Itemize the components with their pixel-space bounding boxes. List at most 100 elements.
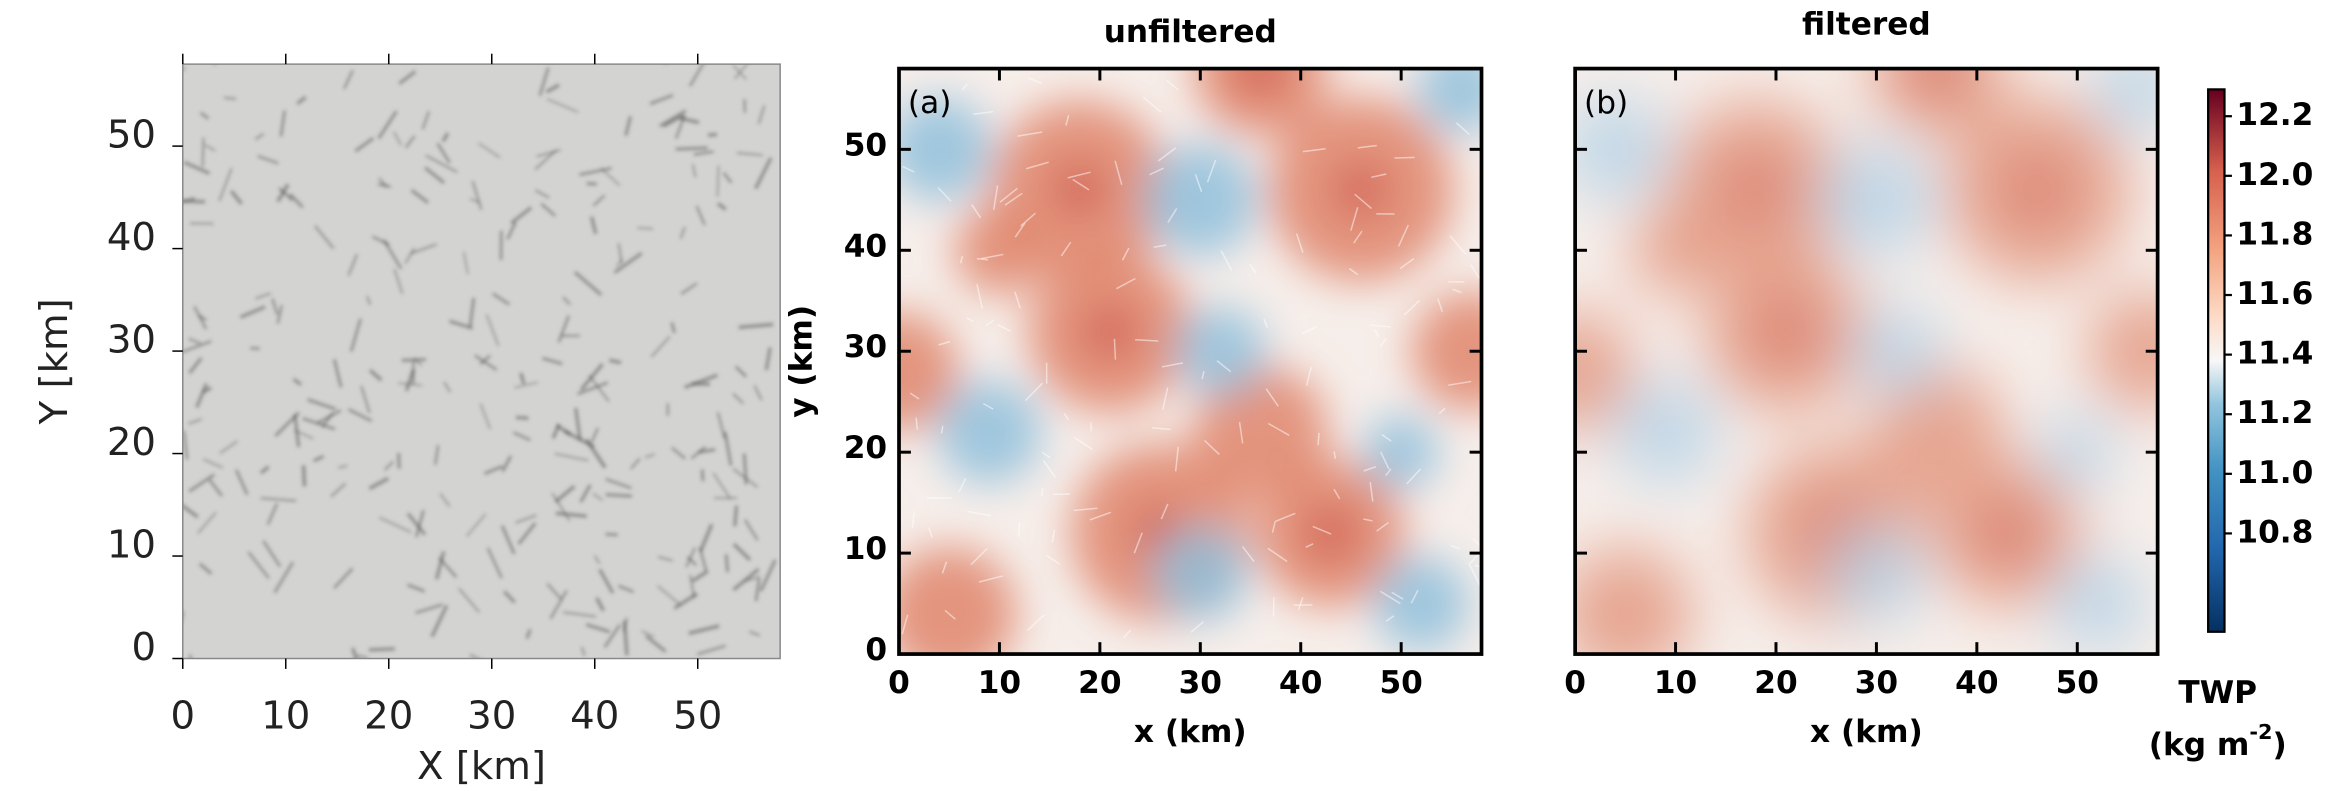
texture-line <box>554 452 589 462</box>
texture-line <box>584 438 607 469</box>
texture-line <box>1004 192 1023 206</box>
texture-line <box>512 431 531 442</box>
texture-line <box>443 381 452 393</box>
colorbar-tick-label: 12.0 <box>2236 157 2313 193</box>
texture-line <box>580 646 586 657</box>
texture-line <box>223 96 237 100</box>
texture-line <box>356 654 368 659</box>
texture-line <box>909 392 920 400</box>
texture-line <box>967 510 992 517</box>
texture-line <box>188 356 203 375</box>
texture-line <box>577 381 609 396</box>
x-tick-label: 50 <box>673 693 722 738</box>
cool-region <box>899 97 992 202</box>
texture-line <box>944 609 956 620</box>
warm-region <box>1869 365 2004 499</box>
warm-core <box>1233 68 1288 96</box>
texture-line <box>413 357 423 367</box>
texture-line <box>1302 148 1326 153</box>
cool-region <box>1152 525 1248 621</box>
y-tick-label: 50 <box>844 127 887 163</box>
texture-line <box>557 315 571 343</box>
warm-region <box>899 311 959 431</box>
x-tick-label: 20 <box>1078 665 1121 701</box>
texture-line <box>1024 382 1044 402</box>
texture-line <box>1267 547 1288 563</box>
texture-line <box>1190 621 1205 633</box>
texture-line <box>1406 468 1422 485</box>
texture-line <box>637 227 654 230</box>
plot-frame <box>182 63 781 660</box>
x-tick-label: 50 <box>1379 665 1422 701</box>
panel: 0 10 20 30 40 50 0 10 20 30 40 50 x (km) y (km) unfilt… <box>783 14 1484 750</box>
texture-line <box>999 187 1018 203</box>
texture-line <box>500 525 516 555</box>
y-tick-label: 0 <box>865 632 887 668</box>
texture-line <box>542 356 563 366</box>
x-tick-label: 20 <box>364 693 413 738</box>
texture-line <box>404 135 416 149</box>
texture-line <box>314 225 335 250</box>
texture-line <box>689 574 696 599</box>
texture-line <box>1380 451 1390 470</box>
texture-line <box>436 142 451 164</box>
cool-region <box>1819 143 1933 257</box>
warm-core <box>1083 304 1137 358</box>
texture-line <box>1350 207 1359 231</box>
cool-region <box>1175 306 1265 396</box>
texture-line <box>234 469 249 496</box>
texture-line <box>332 358 343 388</box>
texture-line <box>595 596 606 612</box>
colorbar-unit-close: ) <box>2273 727 2287 763</box>
warm-region <box>1869 68 2004 136</box>
texture-line <box>421 110 430 130</box>
texture-line <box>351 647 358 659</box>
texture-line <box>1027 77 1042 85</box>
colorbar-tick-label: 11.4 <box>2236 336 2313 372</box>
panel-annotation: (a) <box>908 85 951 121</box>
texture-line <box>616 258 624 267</box>
texture-line <box>662 114 684 128</box>
texture-line <box>410 243 438 255</box>
texture-line <box>555 423 572 436</box>
texture-line <box>722 172 733 184</box>
texture-line <box>1073 436 1093 451</box>
texture-line <box>915 417 919 430</box>
texture-line <box>1379 338 1387 348</box>
y-axis-label: y (km) <box>783 305 819 418</box>
texture-line <box>502 590 516 604</box>
texture-line <box>749 630 761 637</box>
texture-line <box>410 188 429 204</box>
texture-line <box>294 429 314 440</box>
texture-line <box>985 319 995 327</box>
texture-line <box>1437 298 1443 312</box>
texture-line <box>1317 432 1320 446</box>
warm-region <box>1575 311 1635 431</box>
warm-core <box>1334 162 1388 217</box>
texture-line <box>343 70 354 90</box>
texture-line <box>688 624 720 636</box>
colorbar-tick-label: 11.0 <box>2236 455 2313 491</box>
texture-line <box>1305 366 1312 386</box>
texture-line <box>1046 555 1060 565</box>
texture-line <box>680 282 698 295</box>
texture-line <box>424 166 446 185</box>
texture-line <box>966 317 974 323</box>
y-tick-label: 0 <box>131 625 156 670</box>
texture-line <box>723 431 733 466</box>
texture-line <box>622 620 629 656</box>
warm-core <box>2010 162 2064 217</box>
texture-line <box>1391 591 1404 600</box>
texture-line <box>641 630 655 638</box>
texture-line <box>1051 529 1056 543</box>
texture-line <box>1271 521 1276 533</box>
texture-line <box>563 611 597 618</box>
colorbar-tick-label: 11.2 <box>2236 395 2313 431</box>
texture-line <box>712 472 732 500</box>
texture-line <box>1468 562 1481 586</box>
texture-line <box>288 193 304 209</box>
texture-line <box>510 206 533 225</box>
colorbar-label: TWP <box>2178 675 2257 711</box>
texture-line <box>273 561 295 594</box>
